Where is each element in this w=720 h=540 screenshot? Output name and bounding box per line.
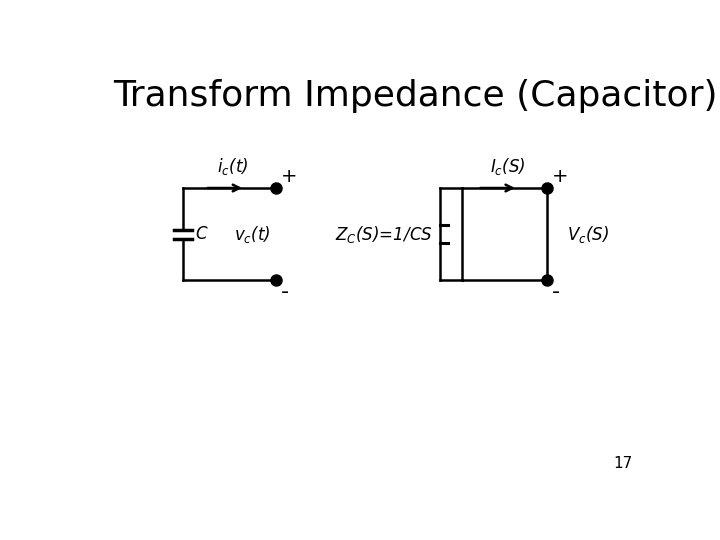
Text: +: +	[552, 167, 568, 186]
Text: $i_c$(t): $i_c$(t)	[217, 156, 248, 177]
Text: Transform Impedance (Capacitor): Transform Impedance (Capacitor)	[113, 79, 718, 113]
Text: C: C	[195, 225, 207, 243]
Text: $Z_C$(S)=1/CS: $Z_C$(S)=1/CS	[335, 224, 433, 245]
Text: -: -	[281, 282, 289, 302]
Text: +: +	[281, 167, 297, 186]
Text: 17: 17	[613, 456, 632, 471]
Text: $v_c$(t): $v_c$(t)	[235, 224, 271, 245]
Text: -: -	[552, 282, 560, 302]
Text: $I_c$(S): $I_c$(S)	[490, 156, 526, 177]
Text: $V_c$(S): $V_c$(S)	[567, 224, 608, 245]
